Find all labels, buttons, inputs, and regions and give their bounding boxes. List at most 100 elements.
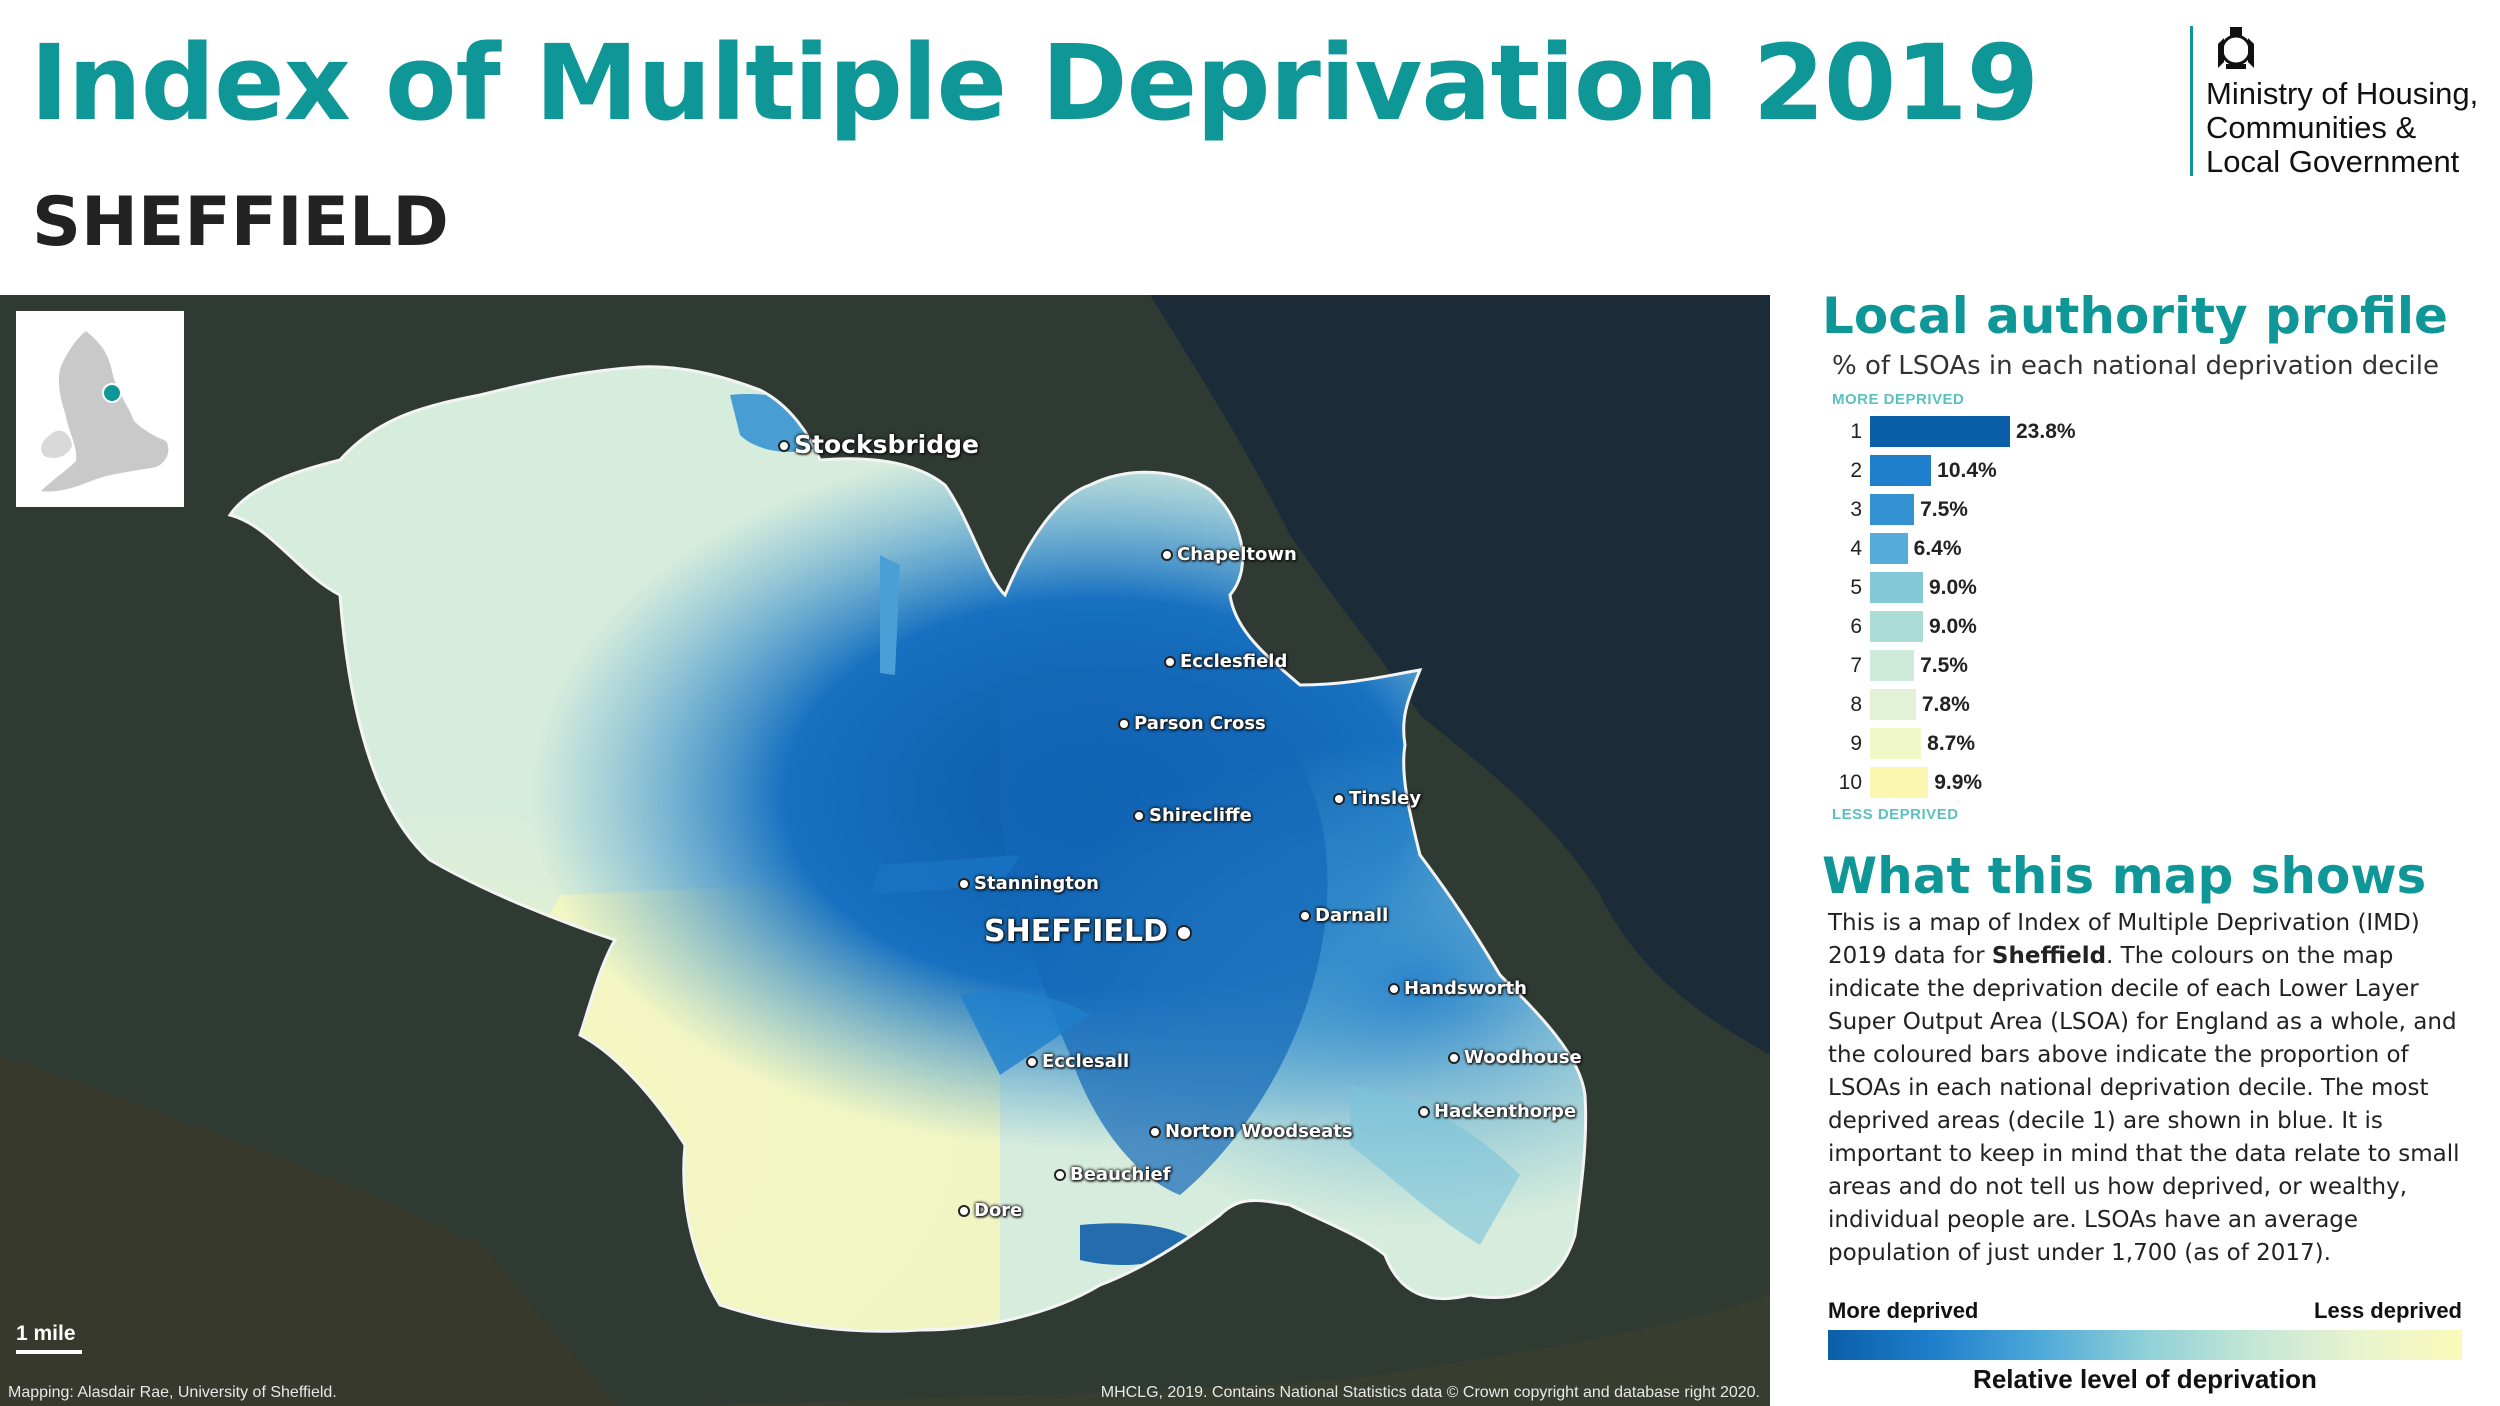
legend-right-label: Less deprived [2314,1298,2462,1323]
decile-bar [1870,572,1923,603]
place-dot-icon [1418,1106,1430,1118]
legend-caption: Relative level of deprivation [1973,1364,2317,1394]
decile-bar [1870,689,1916,720]
more-deprived-tag: MORE DEPRIVED [1832,391,1965,408]
decile-bar-row: 3 7.5% [1822,490,2482,529]
legend-gradient [1828,1330,2462,1360]
decile-value-label: 9.9% [1934,770,1983,794]
decile-value-label: 7.8% [1921,692,1970,716]
decile-number: 5 [1850,575,1862,599]
mhclg-logo: Ministry of Housing, Communities & Local… [2190,22,2490,179]
sheffield-location-marker [102,383,122,403]
decile-number: 4 [1850,536,1862,560]
decile-number: 10 [1838,770,1862,794]
decile-bar [1870,455,1932,486]
decile-bar [1870,650,1915,681]
scale-line [16,1350,82,1354]
data-attribution: MHCLG, 2019. Contains National Statistic… [1100,1384,1760,1401]
place-label-city: SHEFFIELD [984,914,1196,949]
decile-bar-chart: 1 23.8% 2 10.4% 3 7.5% 4 6.4% 5 9.0% 6 9.0% 7 7.5% 8 7.… [1822,412,2482,802]
decile-number: 8 [1850,692,1862,716]
decile-bar-row: 6 9.0% [1822,607,2482,646]
royal-crest-icon [2218,27,2254,69]
legend-ends: More deprived Less deprived [1828,1298,2462,1324]
place-label: Beauchief [1054,1164,1171,1185]
decile-value-label: 9.0% [1928,575,1977,599]
decile-bar-row: 4 6.4% [1822,529,2482,568]
decile-value-label: 8.7% [1927,731,1976,755]
place-label: Shirecliffe [1133,805,1252,826]
profile-heading: Local authority profile [1822,287,2448,345]
decile-bar [1870,767,1929,798]
decile-bar-row: 2 10.4% [1822,451,2482,490]
page-title: Index of Multiple Deprivation 2019 [30,22,2039,144]
less-deprived-tag: LESS DEPRIVED [1832,806,1959,823]
place-dot-icon [1388,983,1400,995]
place-dot-icon [778,440,790,452]
place-label: Handsworth [1388,978,1527,999]
place-label: Stannington [958,873,1099,894]
deprivation-map[interactable]: Stocksbridge Chapeltown Ecclesfield Pars… [0,295,1770,1406]
decile-number: 1 [1850,419,1862,443]
place-label: Tinsley [1333,788,1421,809]
place-label: Norton Woodseats [1149,1121,1353,1142]
logo-text: Ministry of Housing, Communities & Local… [2206,77,2478,179]
decile-bar-row: 1 23.8% [1822,412,2482,451]
decile-number: 3 [1850,497,1862,521]
neighbouring-area-east [1150,295,1770,1055]
decile-bar-row: 10 9.9% [1822,763,2482,802]
decile-bar [1870,416,2010,447]
logo-divider [2190,26,2193,176]
legend-left-label: More deprived [1828,1298,1979,1323]
scale-label: 1 mile [16,1322,76,1345]
profile-subheading: % of LSOAs in each national deprivation … [1832,351,2440,381]
scale-bar: 1 mile [16,1322,82,1354]
decile-number: 6 [1850,614,1862,638]
decile-value-label: 10.4% [1937,458,1997,482]
city-dot-icon [1175,924,1192,941]
decile-bar-row: 9 8.7% [1822,724,2482,763]
decile-value-label: 23.8% [2016,419,2076,443]
place-label: Dore [958,1200,1022,1221]
decile-value-label: 7.5% [1920,653,1968,677]
place-label: Darnall [1299,905,1388,926]
place-dot-icon [1054,1169,1066,1181]
place-label: Hackenthorpe [1418,1101,1576,1122]
map-canvas [0,295,1770,1406]
side-panel: Local authority profile % of LSOAs in ea… [1822,285,2482,1270]
decile-number: 9 [1850,731,1862,755]
place-dot-icon [1026,1056,1038,1068]
place-label: Woodhouse [1448,1047,1582,1068]
decile-value-label: 6.4% [1913,536,1962,560]
decile-bar [1870,728,1922,759]
place-dot-icon [1149,1126,1161,1138]
place-dot-icon [958,1205,970,1217]
decile-number: 7 [1850,653,1862,677]
decile-bar-row: 7 7.5% [1822,646,2482,685]
decile-value-label: 7.5% [1920,497,1968,521]
decile-bar-row: 5 9.0% [1822,568,2482,607]
decile-number: 2 [1850,458,1862,482]
place-label: Parson Cross [1118,713,1266,734]
decile-bar [1870,611,1923,642]
mapping-credit: Mapping: Alasdair Rae, University of She… [8,1384,337,1401]
shows-heading: What this map shows [1822,847,2427,905]
decile-bar-row: 8 7.8% [1822,685,2482,724]
england-outline-icon [41,331,169,492]
sheffield-boundary-outline [227,365,1588,1333]
neighbouring-area-southwest [0,1055,620,1406]
place-dot-icon [1164,656,1176,668]
deprivation-legend: More deprived Less deprived Relative lev… [1828,1298,2462,1395]
place-dot-icon [1118,718,1130,730]
logo-line-3: Local Government [2206,144,2460,179]
place-dot-icon [1299,910,1311,922]
place-label: Ecclesall [1026,1051,1129,1072]
place-dot-icon [958,878,970,890]
logo-line-1: Ministry of Housing, [2206,76,2479,111]
shows-paragraph: This is a map of Index of Multiple Depri… [1828,910,2460,1266]
decile-bar [1870,533,1908,564]
decile-bar [1870,494,1915,525]
place-label: Chapeltown [1161,544,1297,565]
place-label: Stocksbridge [778,430,979,459]
place-dot-icon [1133,810,1145,822]
